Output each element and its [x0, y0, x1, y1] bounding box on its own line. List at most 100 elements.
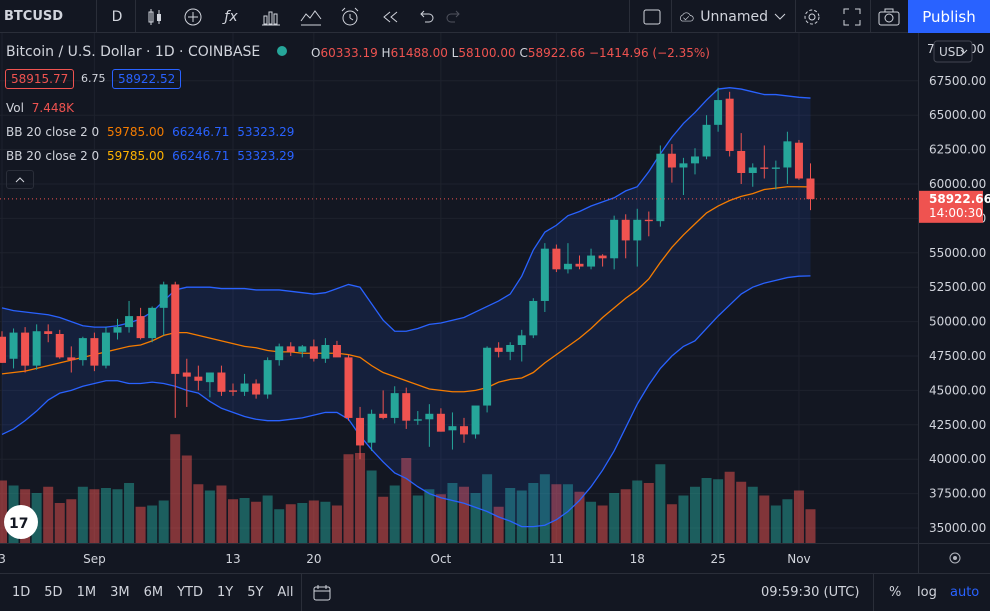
indicators-icon[interactable]: ƒx: [224, 8, 238, 25]
publish-button[interactable]: Publish: [908, 0, 990, 33]
volume-bar: [793, 490, 804, 543]
volume-bar: [285, 504, 296, 543]
candle-body: [390, 393, 399, 418]
redo-icon[interactable]: [442, 0, 466, 33]
chevron-down-icon[interactable]: [772, 0, 788, 33]
volume-bar: [620, 489, 631, 543]
volume-bar: [181, 455, 192, 543]
settings-gear-icon[interactable]: [800, 0, 824, 33]
volume-bar: [516, 490, 527, 543]
bb-legend-2[interactable]: BB 20 close 2 0 59785.00 66246.71 53323.…: [6, 149, 294, 163]
price-chart[interactable]: 35000.00 37500.00 40000.00 42500.00 45000.00…: [0, 33, 990, 573]
chevron-up-icon: [15, 176, 25, 182]
range-button-all[interactable]: All: [277, 585, 294, 600]
range-button-5y[interactable]: 5Y: [247, 585, 264, 600]
volume-bar: [759, 495, 770, 543]
candle-body: [783, 141, 792, 168]
candle-body: [413, 419, 422, 421]
volume-bar: [239, 498, 250, 543]
price-tick-label: 67500.00: [929, 74, 986, 88]
time-tick-label: 3: [0, 552, 6, 566]
financials-icon[interactable]: [258, 0, 284, 33]
candle-body: [529, 300, 538, 336]
range-button-6m[interactable]: 6M: [143, 585, 164, 600]
open-label: O: [311, 46, 321, 60]
time-axis-settings-icon[interactable]: [949, 552, 961, 564]
volume-bar: [655, 464, 666, 543]
volume-bar: [158, 500, 169, 543]
select-layout-icon[interactable]: [639, 0, 665, 33]
price-tick-label: 50000.00: [929, 315, 986, 329]
candle-body: [298, 346, 307, 352]
publish-label: Publish: [922, 7, 976, 26]
replay-icon[interactable]: [378, 0, 404, 33]
volume-bar: [262, 495, 273, 543]
volume-bar: [482, 474, 493, 543]
volume-bar: [724, 471, 735, 543]
volume-bar: [609, 493, 620, 543]
range-button-1m[interactable]: 1M: [76, 585, 97, 600]
time-tick-label: 20: [306, 552, 321, 566]
candle-body: [90, 338, 99, 366]
low-label: L: [451, 46, 459, 60]
svg-text:17: 17: [9, 516, 28, 532]
collapse-legend-button[interactable]: [6, 170, 34, 189]
bollinger-bands: [1, 87, 811, 528]
log-scale-button[interactable]: log: [917, 574, 937, 611]
volume-legend[interactable]: Vol 7.448K: [6, 101, 74, 115]
candle-body: [332, 344, 341, 358]
candle-body: [644, 219, 653, 222]
percent-scale-button[interactable]: %: [889, 574, 901, 611]
bb-upper-value: 66246.71: [172, 125, 230, 139]
goto-date-icon[interactable]: [313, 574, 331, 611]
open-value: 60333.19: [320, 46, 378, 60]
volume-bar: [412, 495, 423, 543]
range-button-1y[interactable]: 1Y: [216, 585, 234, 600]
candle-body: [182, 372, 191, 377]
candle-body: [44, 331, 53, 334]
volume-bars: [0, 434, 816, 543]
volume-bar: [228, 499, 238, 543]
volume-bar: [528, 483, 539, 543]
toolbar-divider: [629, 0, 630, 33]
add-compare-icon[interactable]: [180, 0, 206, 33]
volume-bar: [459, 486, 469, 543]
volume-bar: [77, 486, 88, 543]
alert-icon[interactable]: [337, 0, 363, 33]
range-button-ytd[interactable]: YTD: [177, 585, 203, 600]
time-tick-label: 13: [225, 552, 240, 566]
undo-icon[interactable]: [414, 0, 438, 33]
currency-button[interactable]: [933, 40, 973, 63]
candle-body: [171, 284, 180, 374]
bottom-toolbar: 1D 5D 1M 3M 6M YTD 1Y 5Y All 09:59:30 (UTC) % lo…: [0, 573, 990, 611]
layout-name-button[interactable]: Unnamed: [678, 0, 768, 33]
time-axis[interactable]: 3 Sep 13 20 Oct 11 18 25 Nov: [0, 552, 811, 566]
range-button-1d[interactable]: 1D: [12, 585, 31, 600]
candle-style-icon[interactable]: [142, 0, 168, 33]
symbol-search-button[interactable]: BTCUSD: [4, 0, 72, 33]
sell-price-button[interactable]: 58915.77: [5, 69, 75, 89]
candle-body: [667, 153, 676, 168]
range-button-5d[interactable]: 5D: [44, 585, 63, 600]
tradingview-logo[interactable]: 17: [4, 505, 38, 539]
interval-button[interactable]: D: [104, 0, 130, 33]
volume-bar: [204, 490, 215, 543]
range-button-3m[interactable]: 3M: [110, 585, 130, 600]
timezone-button[interactable]: 09:59:30 (UTC): [761, 574, 859, 611]
price-tick-label: 45000.00: [929, 383, 986, 397]
bb-legend-1[interactable]: BB 20 close 2 0 59785.00 66246.71 53323.…: [6, 125, 294, 139]
volume-bar: [551, 484, 562, 543]
candle-body: [101, 332, 110, 366]
auto-scale-button[interactable]: auto: [950, 574, 979, 611]
price-axis[interactable]: 35000.00 37500.00 40000.00 42500.00 45000.00…: [929, 74, 986, 535]
candle-body: [575, 263, 584, 267]
fullscreen-icon[interactable]: [840, 0, 864, 33]
buy-price-button[interactable]: 58922.52: [112, 69, 182, 89]
price-tick-label: 52500.00: [929, 280, 986, 294]
templates-icon[interactable]: [298, 0, 324, 33]
candle-body: [563, 263, 572, 270]
high-label: H: [381, 46, 391, 60]
camera-icon[interactable]: [876, 0, 902, 33]
spread-value: 6.75: [81, 72, 106, 85]
volume-bar: [308, 500, 319, 543]
